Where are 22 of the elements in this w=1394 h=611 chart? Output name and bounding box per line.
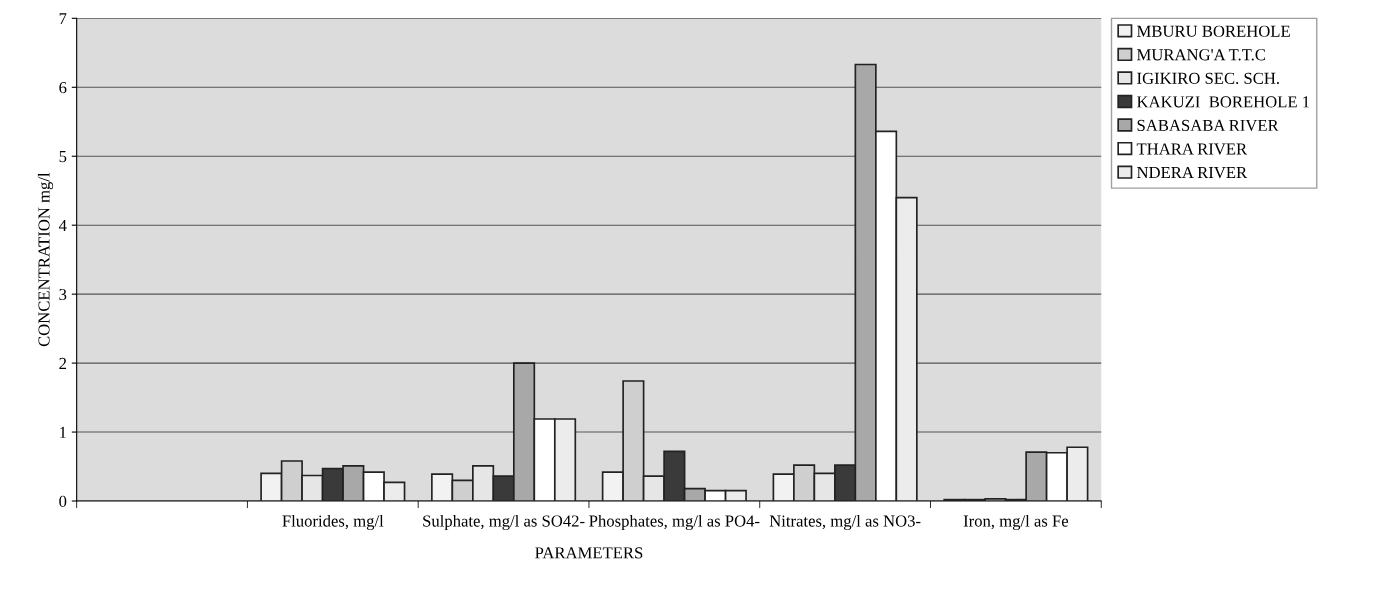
y-tick-label: 4 [58, 220, 67, 231]
legend-label: KAKUZI BOREHOLE 1 [1136, 96, 1310, 108]
x-tick-label: Iron, mg/l as Fe [963, 514, 1069, 531]
y-tick-label: 2 [59, 357, 67, 369]
y-axis-title: CONCENTRATION mg/l [37, 172, 54, 347]
x-axis-title: PARAMETERS [535, 547, 643, 559]
legend-label: NDERA RIVER [1136, 166, 1248, 179]
y-tick-label: 3 [59, 288, 67, 301]
y-tick-label: 1 [60, 426, 66, 438]
x-tick-label: Fluorides, mg/l [282, 514, 384, 531]
legend-label: IGIKIRO SEC. SCH. [1137, 72, 1279, 84]
legend-label: THARA RIVER [1136, 143, 1248, 155]
y-tick-label: 7 [59, 13, 67, 25]
legend-label: MBURU BOREHOLE [1136, 25, 1290, 37]
y-tick-label: 5 [59, 151, 67, 163]
legend-label: MURANG'A T.T.C [1136, 49, 1266, 61]
x-tick-label: Nitrates, mg/l as NO3- [769, 514, 921, 531]
y-tick-label: 6 [59, 82, 67, 94]
legend-label: SABASABA RIVER [1137, 119, 1279, 132]
x-tick-label: Sulphate, mg/l as SO42- [423, 514, 585, 531]
y-tick-label: 0 [59, 495, 67, 507]
x-tick-label: Phosphates, mg/l as PO4- [589, 514, 760, 531]
